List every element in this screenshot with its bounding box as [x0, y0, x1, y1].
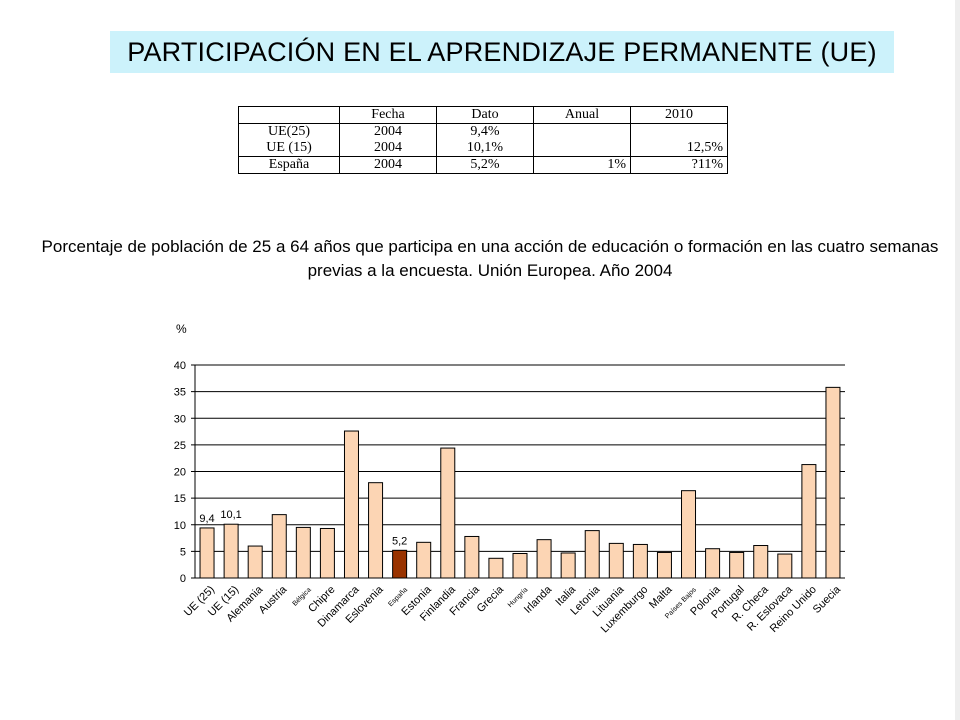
window-edge [955, 0, 960, 720]
bar-25 [801, 464, 817, 579]
y-tick-label: 40 [174, 360, 186, 372]
bar-19 [656, 551, 672, 579]
y-tick-label: 30 [174, 413, 186, 425]
bar-4 [295, 526, 311, 579]
bar-21 [705, 548, 721, 579]
bar-17 [608, 542, 624, 579]
bar-10 [440, 447, 456, 579]
bar-0 [199, 527, 215, 579]
page-title: PARTICIPACIÓN EN EL APRENDIZAJE PERMANEN… [110, 31, 894, 73]
bar-20 [681, 490, 697, 579]
y-tick-label: 25 [174, 440, 186, 452]
data-label: 5,2 [392, 535, 407, 547]
x-tick-label: Austria [257, 583, 290, 616]
table-cell: ?11% [630, 156, 728, 174]
data-label: 9,4 [199, 513, 214, 525]
table-cell: 2004 [339, 140, 437, 157]
table-cell: España [238, 156, 340, 174]
y-tick-label: 35 [174, 387, 186, 399]
y-tick-label: 0 [180, 573, 186, 585]
bar-14 [536, 539, 552, 579]
bar-15 [560, 552, 576, 579]
bar-13 [512, 553, 528, 579]
bar-1 [223, 523, 239, 579]
bar-7 [368, 482, 384, 579]
bar-23 [753, 545, 769, 579]
table-header-cell: Fecha [339, 106, 437, 124]
y-tick-label: 10 [174, 520, 186, 532]
bar-24 [777, 553, 793, 579]
data-label: 10,1 [220, 509, 241, 521]
bar-16 [584, 530, 600, 579]
table-cell: 2004 [339, 123, 437, 140]
table-cell: 12,5% [630, 140, 728, 157]
table-header-cell: 2010 [630, 106, 728, 124]
table-row: UE(25) 2004 9,4% [238, 123, 728, 140]
bar-26 [825, 386, 841, 579]
summary-table: Fecha Dato Anual 2010 UE(25) 2004 9,4% U… [238, 106, 728, 174]
table-cell: 5,2% [436, 156, 534, 174]
chart-title: Porcentaje de población de 25 a 64 años … [41, 237, 939, 280]
table-cell [630, 123, 728, 140]
table-header-cell: Dato [436, 106, 534, 124]
table-cell: 9,4% [436, 123, 534, 140]
table-cell: 2004 [339, 156, 437, 174]
bar-22 [729, 551, 745, 579]
y-tick-label: 20 [174, 467, 186, 479]
bar-3 [271, 514, 287, 579]
table-row: España 2004 5,2% 1% ?11% [238, 156, 728, 174]
x-tick-label: Grecia [475, 583, 507, 615]
bar-11 [464, 535, 480, 579]
bar-18 [632, 543, 648, 579]
y-tick-label: 5 [180, 546, 186, 558]
x-tick-label: Malta [647, 583, 675, 611]
bar-9 [416, 541, 432, 579]
bar-2 [247, 545, 263, 579]
x-tick-label: Irlanda [522, 583, 555, 616]
x-tick-label: Suecia [811, 583, 844, 616]
y-axis-label: % [176, 322, 187, 336]
bar-12 [488, 557, 504, 579]
table-cell: UE(25) [238, 123, 340, 140]
table-cell: 1% [533, 156, 631, 174]
bar-5 [319, 527, 335, 579]
bar-6 [343, 430, 359, 579]
table-header-row: Fecha Dato Anual 2010 [238, 106, 728, 124]
y-tick-label: 15 [174, 493, 186, 505]
table-header-cell: Anual [533, 106, 631, 124]
bar-8 [392, 549, 408, 579]
